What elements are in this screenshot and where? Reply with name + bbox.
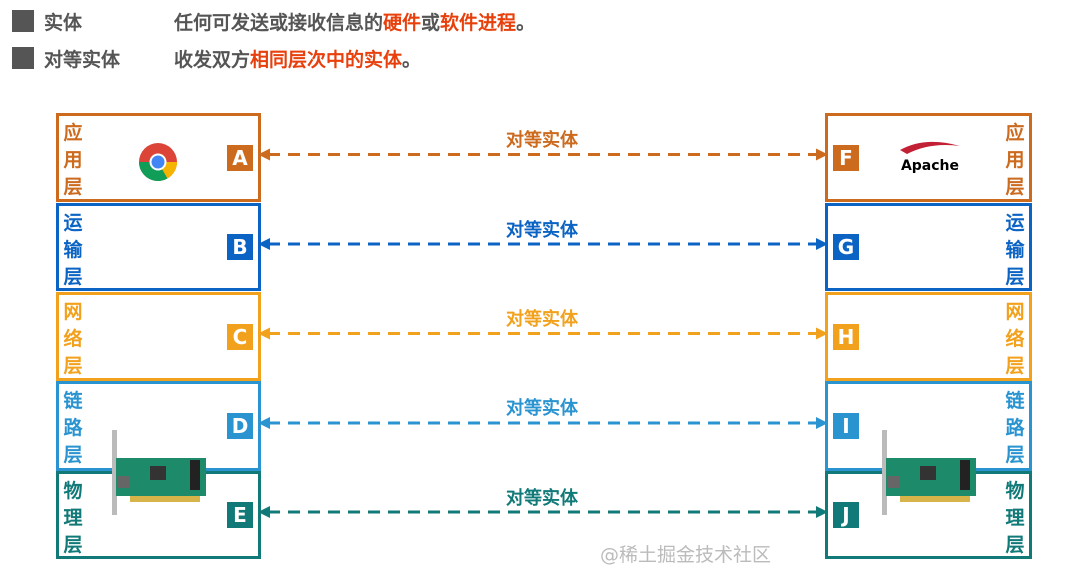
layer-box-left: 链路层 D: [56, 381, 261, 471]
entity-label: G: [833, 234, 859, 260]
highlight: 相同层次中的实体: [250, 48, 403, 71]
desc: 或: [421, 11, 441, 34]
peer-entity-label: 对等实体: [506, 220, 578, 241]
peer-entity-label: 对等实体: [506, 309, 578, 330]
peer-entity-label: 对等实体: [506, 398, 578, 419]
arrow-head-left: [258, 148, 270, 161]
arrow-head-right: [816, 148, 828, 161]
layer-name: 链路层: [63, 390, 83, 466]
arrow-head-right: [816, 417, 828, 429]
apache-icon: Apache: [895, 140, 965, 174]
arrow-head-right: [816, 327, 828, 340]
layer-box-right: 运输层 G: [825, 203, 1032, 291]
bullet-square: [12, 47, 34, 69]
layer-name: 运输层: [1005, 212, 1025, 288]
layer-name: 网络层: [63, 301, 83, 377]
highlight: 软件进程: [440, 11, 517, 34]
entity-label: I: [833, 413, 859, 439]
desc: 收发双方: [174, 48, 251, 71]
layer-name: 物理层: [63, 480, 83, 556]
arrow-head-left: [258, 506, 270, 518]
chrome-icon: [138, 142, 178, 186]
entity-label: E: [227, 502, 253, 528]
layer-name: 网络层: [1005, 301, 1025, 377]
entity-label: A: [227, 144, 253, 171]
layer-box-left: 运输层 B: [56, 203, 261, 291]
peer-entity-label: 对等实体: [506, 488, 578, 509]
layer-name: 运输层: [63, 212, 83, 288]
desc: 。: [402, 48, 422, 71]
arrow-head-left: [258, 417, 270, 429]
entity-label: D: [227, 413, 253, 439]
entity-label: J: [833, 502, 859, 528]
arrow-head-left: [258, 327, 270, 340]
entity-label: C: [227, 323, 253, 350]
desc: 任何可发送或接收信息的: [174, 11, 384, 34]
definition-entity: 实体 任何可发送或接收信息的 硬件或软件进程。: [12, 8, 535, 34]
layer-box-right: 应用层 F: [825, 113, 1032, 202]
layer-box-right: 网络层 H: [825, 292, 1032, 381]
highlight: 硬件: [383, 11, 422, 34]
entity-label: H: [833, 323, 859, 350]
term: 对等实体: [44, 48, 121, 71]
arrow-head-right: [816, 238, 828, 250]
layer-name: 物理层: [1005, 480, 1025, 556]
layer-name: 链路层: [1005, 390, 1025, 466]
layer-box-left: 网络层 C: [56, 292, 261, 381]
apache-text: Apache: [900, 158, 960, 174]
entity-label: F: [833, 144, 859, 171]
watermark: @稀土掘金技术社区: [600, 544, 772, 566]
peer-entity-label: 对等实体: [506, 130, 578, 151]
layer-name: 应用层: [1005, 122, 1025, 198]
arrow-head-right: [816, 506, 828, 518]
arrow-head-left: [258, 238, 270, 250]
desc: 。: [516, 11, 536, 34]
term: 实体: [44, 11, 83, 34]
bullet-square: [12, 10, 34, 32]
definition-peer-entity: 对等实体 收发双方 相同层次中的实体。: [12, 45, 421, 71]
network-card-right-icon: [870, 430, 980, 524]
layer-name: 应用层: [63, 122, 83, 198]
entity-label: B: [227, 234, 253, 260]
network-card-left-icon: [100, 430, 210, 524]
